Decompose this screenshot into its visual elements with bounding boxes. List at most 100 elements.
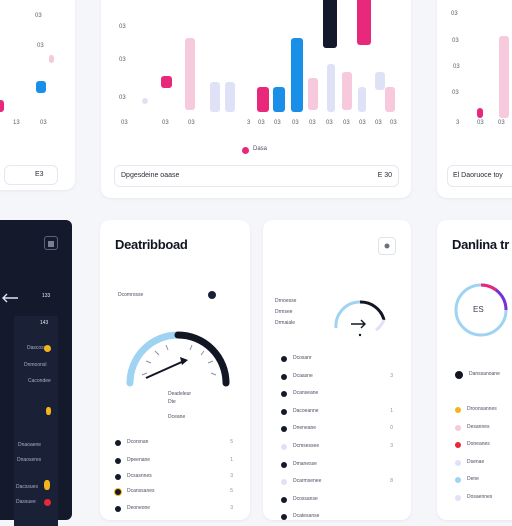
- x-tick: 03: [309, 120, 316, 126]
- list-header[interactable]: Danssanoane: [455, 370, 512, 380]
- list-item[interactable]: Dacoeanne 1: [281, 407, 393, 417]
- x-tick: 3: [456, 120, 460, 126]
- item-label: Dcanseane: [293, 390, 319, 397]
- chart-bar: [358, 87, 366, 112]
- list-item[interactable]: Dcmsessee 3: [281, 442, 393, 452]
- donut-card: Danlina tr ES Danssanoane Droonsannes Des…: [437, 220, 512, 520]
- item-value: 5: [230, 439, 233, 445]
- x-tick: 03: [359, 120, 366, 126]
- footer-value: E 30: [377, 172, 392, 179]
- sidebar-item[interactable]: Dacssues: [0, 480, 72, 494]
- legend-item[interactable]: Desannes: [455, 423, 512, 433]
- x-tick: 03: [477, 120, 484, 126]
- y-tick: 03: [453, 64, 460, 70]
- x-tick: 03: [162, 120, 169, 126]
- stats-card: Drnoesse Drmsee Drmaiale Dcosanr Dcaasne 3…: [263, 220, 411, 520]
- list-item[interactable]: Dcossanse: [281, 495, 393, 505]
- item-value: 3: [390, 443, 393, 449]
- item-label: Dpeenane: [127, 457, 151, 463]
- list-item[interactable]: Dcanseane: [281, 389, 393, 399]
- list-item[interactable]: Dcorsnan 5: [115, 438, 233, 448]
- chart-bar: [225, 82, 235, 112]
- legend-label: Doneanes: [467, 441, 490, 447]
- header-label: Danssanoane: [469, 371, 500, 377]
- gauge-label: Dceane: [168, 414, 186, 420]
- footer-summary[interactable]: Dpgesdeine oaase E 30: [114, 165, 399, 187]
- x-tick: 03: [498, 120, 505, 126]
- item-value: 1: [390, 407, 393, 414]
- list-item[interactable]: Dneneane 0: [281, 424, 393, 434]
- toggle-icon[interactable]: [208, 291, 216, 299]
- list-item[interactable]: Dcarmsenee 8: [281, 477, 393, 487]
- y-tick: 03: [35, 13, 42, 19]
- sidebar-item[interactable]: Dassuee: [0, 497, 72, 509]
- legend-item[interactable]: Dsenae: [455, 458, 512, 468]
- donut-chart: [454, 283, 508, 337]
- sidebar-badge[interactable]: 143: [40, 320, 49, 326]
- y-tick: 03: [451, 11, 458, 17]
- footer-value: E3: [35, 171, 44, 178]
- bullet-icon: [281, 479, 287, 486]
- item-label: Dacoeanne: [293, 407, 319, 414]
- bar-chart: [101, 0, 411, 130]
- y-tick: 03: [119, 95, 126, 101]
- legend-label: Dene: [467, 476, 479, 482]
- bullet-icon: [281, 514, 287, 520]
- legend-swatch: [455, 459, 461, 466]
- item-value: 8: [390, 478, 393, 485]
- list-item[interactable]: Dcatesanse: [281, 512, 393, 520]
- legend-item[interactable]: Droonsannes: [455, 405, 512, 415]
- arrow-left-icon[interactable]: [0, 290, 20, 308]
- item-label: Dcanssanes: [127, 488, 155, 494]
- chart-bar: [185, 38, 195, 110]
- item-label: Dcmsessee: [293, 443, 320, 449]
- sidebar-item-label: Cacondee: [28, 378, 51, 384]
- y-tick: 03: [452, 90, 459, 96]
- item-value: 3: [230, 473, 233, 479]
- list-item[interactable]: Dcanssanes 5: [115, 487, 233, 497]
- sidebar-value: 133: [42, 293, 51, 299]
- chart-bar: [308, 78, 318, 110]
- chart-card-right: 03 03 03 03 3 03 03 El Daoruoce toy: [437, 0, 512, 198]
- sidebar-item-label: Dascosse: [27, 345, 49, 351]
- item-label: Dcatesanse: [293, 513, 320, 520]
- legend-swatch: [455, 494, 461, 501]
- legend-label: Droonsannes: [467, 406, 497, 412]
- sidebar-item-label: Dnaoseres: [17, 457, 42, 463]
- chart-bar: [499, 36, 509, 118]
- list-item[interactable]: Dcsasnnes 3: [115, 472, 233, 482]
- x-tick: 13: [13, 120, 20, 126]
- item-value: 3: [390, 372, 393, 379]
- item-label: Dneneane: [293, 425, 317, 432]
- sidebar-item[interactable]: Dnmoonsl: [0, 360, 72, 372]
- gauge-label: Deadeleur: [168, 391, 192, 397]
- list-item[interactable]: Dcosanr: [281, 354, 393, 364]
- settings-icon[interactable]: [378, 237, 396, 255]
- y-tick: 03: [119, 24, 126, 30]
- item-label: Dcsasnnes: [127, 473, 152, 479]
- y-tick: 03: [37, 43, 44, 49]
- legend-item[interactable]: Doneanes: [455, 440, 512, 450]
- list-item[interactable]: Dmanesse: [281, 460, 393, 470]
- sidebar-item[interactable]: [0, 405, 72, 417]
- legend-item[interactable]: Dene: [455, 475, 512, 485]
- sidebar-submenu: 143: [14, 316, 58, 526]
- stat-label: Drmaiale: [275, 320, 296, 326]
- list-item[interactable]: Deoneone 3: [115, 504, 233, 514]
- legend-item[interactable]: Dosaennes: [455, 493, 512, 503]
- footer-stat[interactable]: E3: [4, 165, 58, 185]
- sidebar-item[interactable]: Cacondee: [0, 376, 72, 388]
- dashboard-card: Deatribboad Dcomrosse Deadeleur Dte Dcea…: [100, 220, 250, 520]
- bullet-icon: [115, 474, 121, 480]
- chart-bar: [142, 98, 148, 104]
- x-tick: 03: [326, 120, 333, 126]
- hamburger-menu-icon[interactable]: [44, 236, 58, 250]
- list-item[interactable]: Dcaasne 3: [281, 372, 393, 382]
- sidebar-item[interactable]: Dnaoaene: [0, 440, 72, 452]
- sidebar-item[interactable]: Dnaoseres: [0, 455, 72, 467]
- list-item[interactable]: Dpeenane 1: [115, 456, 233, 466]
- footer-summary[interactable]: El Daoruoce toy: [447, 165, 512, 187]
- chart-card-main: 03 03 03 03 03 03 3 03 03 03 03 03 03 03…: [101, 0, 411, 198]
- bullet-icon: [115, 458, 121, 464]
- sidebar-item[interactable]: Dascosse: [0, 343, 72, 355]
